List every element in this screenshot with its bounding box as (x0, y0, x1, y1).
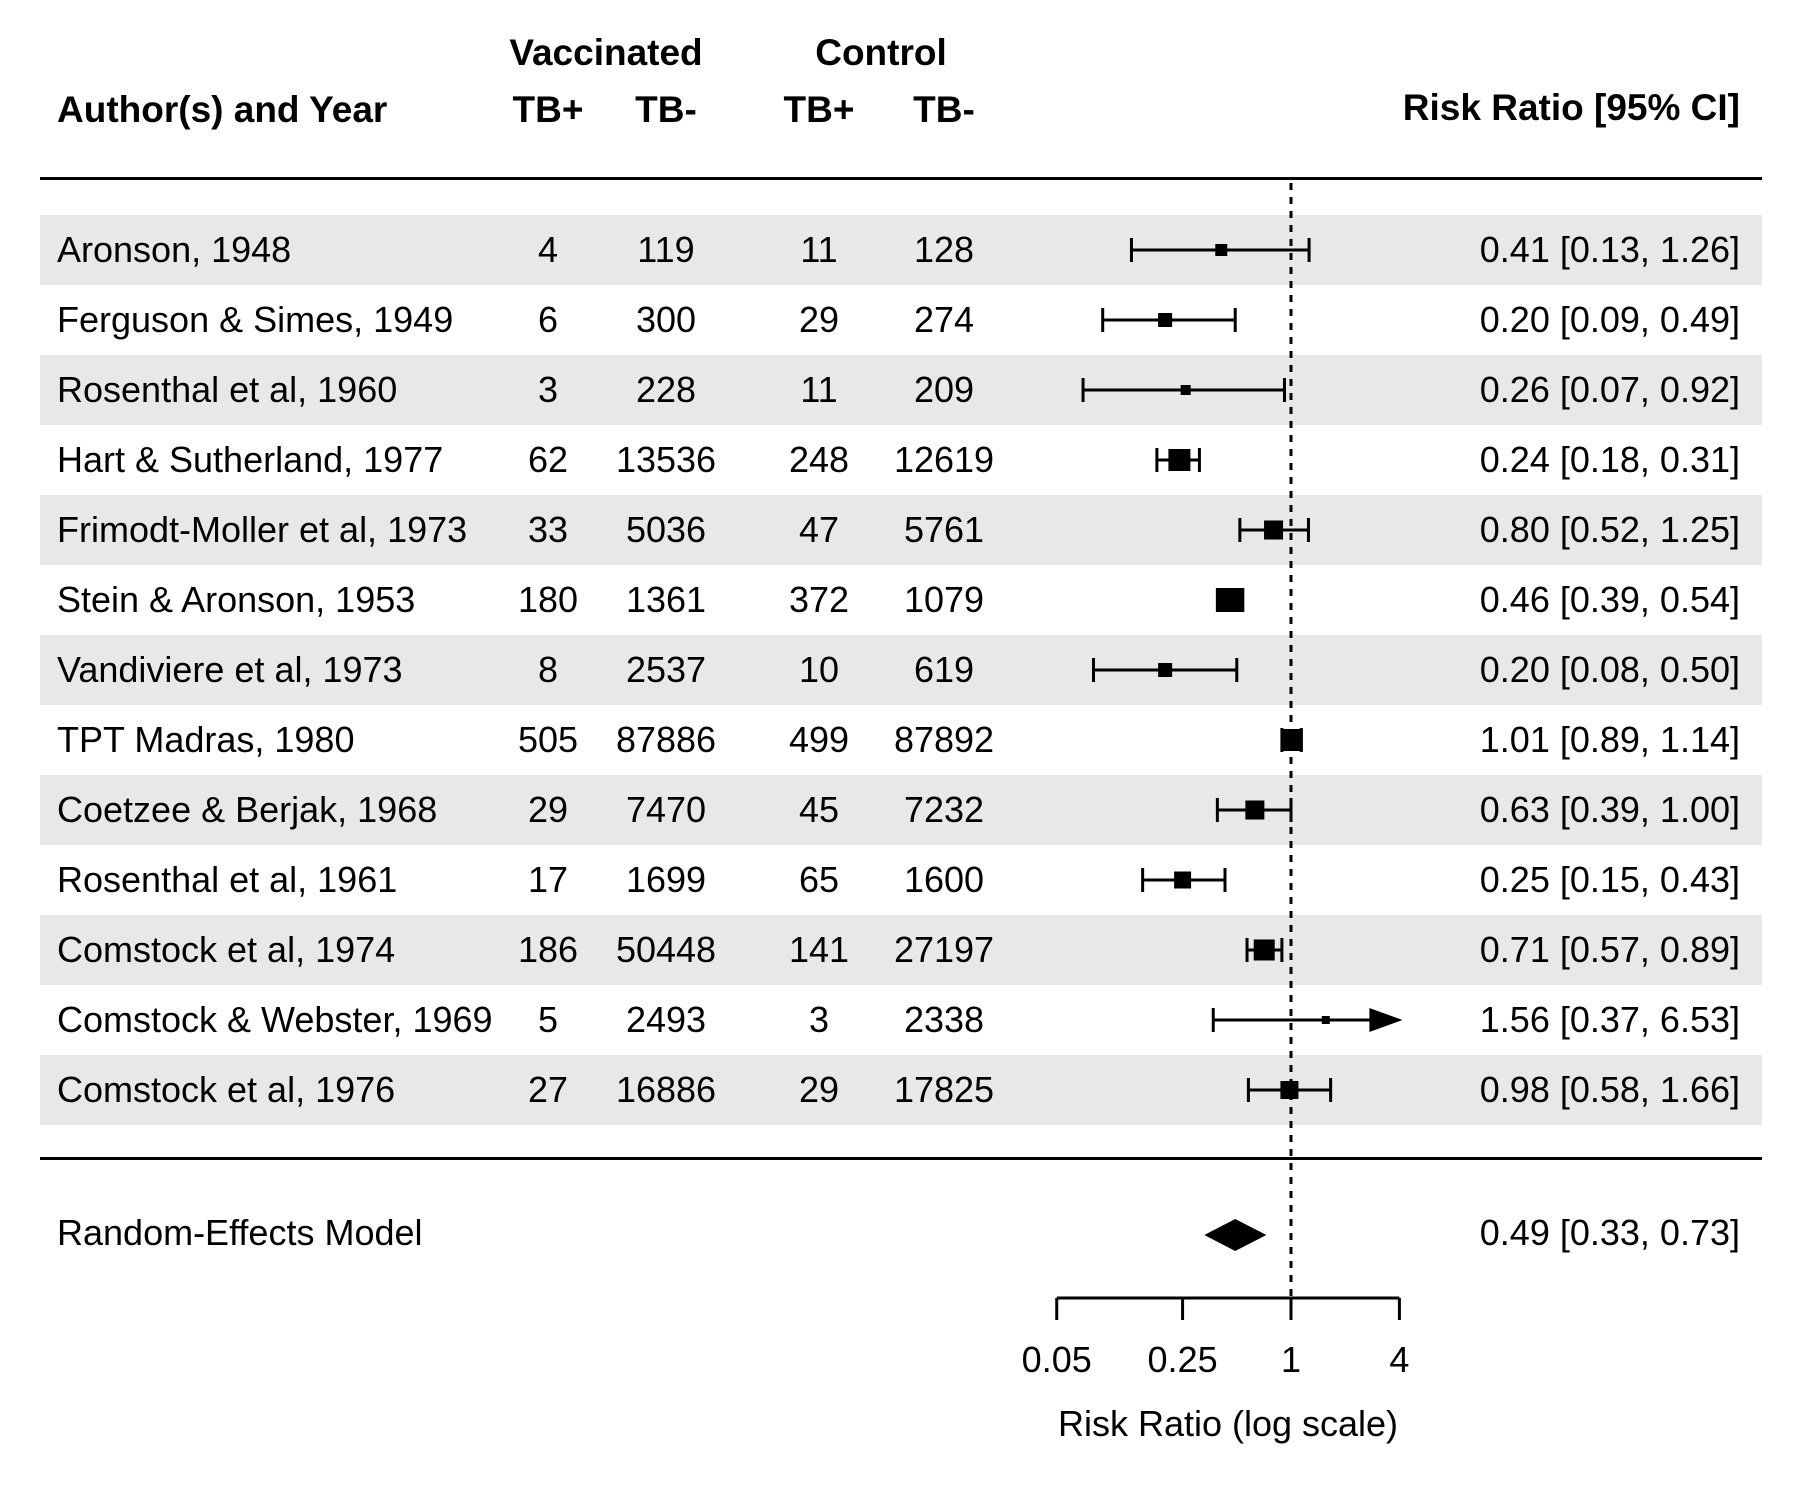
point-estimate-marker (1168, 449, 1191, 471)
point-estimate-marker (1158, 663, 1173, 677)
ci-arrow-right (1369, 1008, 1403, 1032)
point-estimate-marker (1264, 520, 1284, 540)
row-stripe (40, 1055, 1762, 1125)
point-estimate-marker (1245, 800, 1265, 820)
point-estimate-marker (1280, 1081, 1299, 1099)
summary-diamond (1204, 1219, 1267, 1251)
row-stripe (40, 915, 1762, 985)
point-estimate-marker (1158, 313, 1173, 327)
row-stripe (40, 635, 1762, 705)
point-estimate-marker (1253, 939, 1275, 961)
row-stripe (40, 215, 1762, 285)
point-estimate-marker (1218, 588, 1243, 612)
row-stripe (40, 775, 1762, 845)
row-stripe (40, 495, 1762, 565)
point-estimate-marker (1215, 244, 1228, 256)
point-estimate-marker (1321, 1016, 1330, 1024)
point-estimate-marker (1180, 385, 1191, 395)
row-stripe (40, 355, 1762, 425)
point-estimate-marker (1280, 729, 1303, 751)
point-estimate-marker (1174, 871, 1192, 889)
